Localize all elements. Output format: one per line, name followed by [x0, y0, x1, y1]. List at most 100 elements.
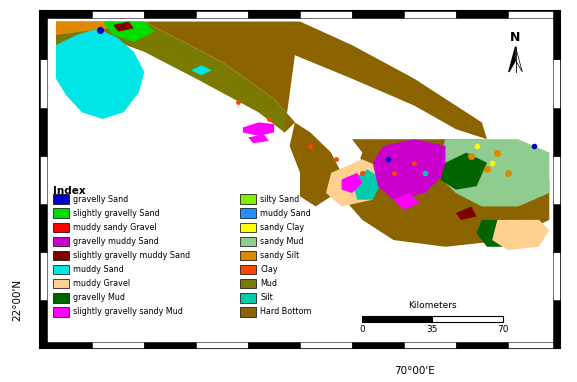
Bar: [53, 293, 69, 303]
Bar: [92, 11, 144, 18]
Polygon shape: [243, 122, 274, 136]
Bar: [240, 194, 256, 204]
Text: gravelly muddy Sand: gravelly muddy Sand: [73, 237, 159, 246]
Text: slightly gravelly sandy Mud: slightly gravelly sandy Mud: [73, 308, 183, 317]
Bar: [240, 279, 256, 288]
Polygon shape: [191, 65, 212, 75]
Bar: [40, 60, 47, 107]
Text: 0: 0: [359, 325, 365, 334]
Text: 70°00'E: 70°00'E: [394, 366, 434, 376]
Bar: [40, 11, 47, 60]
Bar: [248, 342, 300, 348]
Text: muddy Sand: muddy Sand: [260, 209, 311, 218]
Polygon shape: [352, 170, 383, 200]
Bar: [300, 342, 352, 348]
Text: gravelly Mud: gravelly Mud: [73, 293, 125, 303]
Bar: [40, 204, 47, 252]
Polygon shape: [290, 122, 342, 206]
Text: 35: 35: [427, 325, 438, 334]
Text: Mud: Mud: [260, 279, 277, 288]
Polygon shape: [113, 21, 134, 32]
Bar: [53, 194, 69, 204]
Polygon shape: [477, 220, 534, 247]
Text: N: N: [511, 31, 520, 44]
Bar: [92, 342, 144, 348]
Bar: [456, 342, 508, 348]
Polygon shape: [56, 21, 108, 35]
Bar: [404, 11, 456, 18]
Bar: [196, 342, 248, 348]
Text: gravelly Sand: gravelly Sand: [73, 194, 128, 204]
Bar: [144, 342, 196, 348]
Polygon shape: [56, 28, 144, 119]
Text: slightly gravelly muddy Sand: slightly gravelly muddy Sand: [73, 251, 190, 260]
Bar: [144, 11, 196, 18]
Bar: [553, 252, 560, 299]
Bar: [553, 204, 560, 252]
Bar: [553, 107, 560, 155]
Bar: [240, 223, 256, 232]
Bar: [53, 279, 69, 288]
Bar: [456, 11, 508, 18]
Polygon shape: [440, 153, 487, 189]
Bar: [40, 107, 47, 155]
Bar: [40, 155, 47, 204]
Polygon shape: [394, 193, 419, 210]
Bar: [240, 265, 256, 274]
Bar: [53, 237, 69, 246]
Bar: [40, 342, 92, 348]
Bar: [352, 11, 404, 18]
Bar: [553, 155, 560, 204]
Polygon shape: [492, 220, 549, 250]
Text: sandy Clay: sandy Clay: [260, 223, 304, 232]
Bar: [53, 209, 69, 218]
Bar: [300, 11, 352, 18]
Bar: [404, 342, 456, 348]
Text: sandy Silt: sandy Silt: [260, 251, 299, 260]
Polygon shape: [515, 47, 522, 72]
Text: silty Sand: silty Sand: [260, 194, 299, 204]
Text: Kilometers: Kilometers: [408, 301, 457, 310]
Bar: [553, 60, 560, 107]
Polygon shape: [248, 134, 269, 143]
Text: sandy Mud: sandy Mud: [260, 237, 304, 246]
Text: Silt: Silt: [260, 293, 273, 303]
Polygon shape: [342, 173, 362, 193]
Bar: [553, 299, 560, 348]
Bar: [53, 307, 69, 317]
Bar: [432, 316, 503, 322]
Bar: [40, 299, 47, 348]
Bar: [53, 251, 69, 260]
Text: muddy Sand: muddy Sand: [73, 265, 124, 274]
Bar: [40, 11, 92, 18]
Bar: [240, 209, 256, 218]
Text: slightly gravelly Sand: slightly gravelly Sand: [73, 209, 160, 218]
Text: Clay: Clay: [260, 265, 278, 274]
Text: muddy sandy Gravel: muddy sandy Gravel: [73, 223, 157, 232]
Polygon shape: [509, 47, 515, 72]
Polygon shape: [331, 139, 362, 180]
Text: muddy Gravel: muddy Gravel: [73, 279, 130, 288]
Text: Hard Bottom: Hard Bottom: [260, 308, 312, 317]
Polygon shape: [456, 206, 477, 220]
Bar: [53, 223, 69, 232]
Polygon shape: [326, 159, 378, 206]
Text: Index: Index: [53, 186, 86, 196]
Bar: [553, 11, 560, 60]
Polygon shape: [144, 21, 487, 139]
Text: 22°00'N: 22°00'N: [12, 278, 22, 321]
Polygon shape: [373, 139, 445, 200]
Bar: [362, 316, 432, 322]
Bar: [53, 265, 69, 274]
Bar: [508, 11, 560, 18]
Bar: [508, 342, 560, 348]
Bar: [196, 11, 248, 18]
Bar: [240, 307, 256, 317]
Text: 70: 70: [497, 325, 508, 334]
Polygon shape: [56, 21, 295, 133]
Bar: [248, 11, 300, 18]
Polygon shape: [435, 139, 549, 206]
Bar: [40, 252, 47, 299]
Bar: [240, 251, 256, 260]
Bar: [240, 237, 256, 246]
